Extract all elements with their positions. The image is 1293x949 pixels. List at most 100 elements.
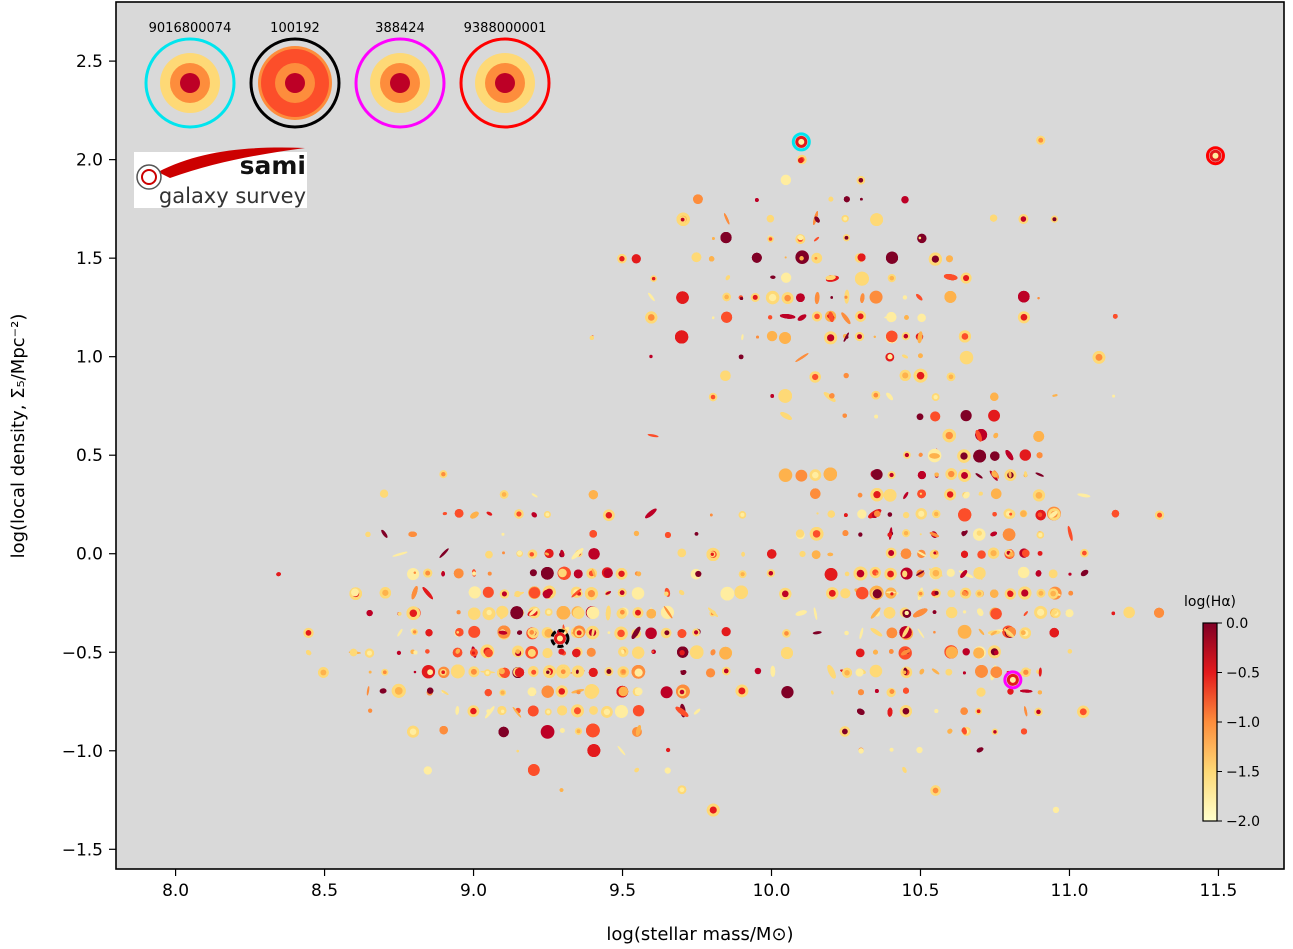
galaxy-point xyxy=(1080,569,1089,577)
galaxy-point-core xyxy=(857,313,864,320)
galaxy-point-core xyxy=(605,512,613,519)
colorbar-tick-label: −0.5 xyxy=(1226,666,1260,682)
galaxy-point xyxy=(917,233,927,244)
galaxy-point xyxy=(816,512,819,515)
galaxy-point-core xyxy=(603,708,611,716)
galaxy-point-core xyxy=(587,688,596,696)
galaxy-point xyxy=(468,586,481,599)
galaxy-point xyxy=(1019,689,1033,693)
galaxy-point xyxy=(904,611,909,615)
galaxy-point xyxy=(591,626,595,638)
colorbar-tick-label: −1.0 xyxy=(1226,715,1260,731)
galaxy-point-core xyxy=(949,591,954,596)
galaxy-point xyxy=(1037,296,1040,300)
galaxy-point-core xyxy=(305,630,312,636)
galaxy-point-core xyxy=(499,608,506,616)
galaxy-point-core xyxy=(844,235,849,240)
galaxy-point xyxy=(860,293,865,303)
galaxy-point xyxy=(902,354,909,359)
galaxy-point xyxy=(498,668,505,675)
galaxy-point xyxy=(992,215,997,221)
galaxy-point xyxy=(588,667,598,677)
galaxy-point xyxy=(990,608,1002,620)
galaxy-point xyxy=(572,648,581,658)
galaxy-point xyxy=(902,626,910,638)
galaxy-point xyxy=(871,469,883,480)
galaxy-point-core xyxy=(752,294,758,300)
highlight-galaxy-core xyxy=(556,635,563,642)
galaxy-point xyxy=(576,690,581,695)
galaxy-point-core xyxy=(501,492,507,497)
galaxy-point-core xyxy=(1038,532,1043,537)
galaxy-point xyxy=(843,513,848,517)
galaxy-point xyxy=(1049,627,1059,638)
galaxy-point-core xyxy=(888,550,895,556)
colorbar-tick-label: 0.0 xyxy=(1226,616,1248,632)
galaxy-point xyxy=(607,631,611,634)
galaxy-point xyxy=(797,314,807,321)
galaxy-point xyxy=(1049,510,1058,518)
galaxy-point-core xyxy=(606,669,612,674)
galaxy-point-core xyxy=(573,707,581,715)
galaxy-point-core xyxy=(889,472,894,478)
galaxy-point xyxy=(515,649,520,654)
galaxy-point xyxy=(621,669,626,674)
galaxy-point xyxy=(1023,611,1028,616)
galaxy-point-core xyxy=(873,491,881,499)
galaxy-point xyxy=(529,608,538,616)
galaxy-point xyxy=(1020,510,1027,517)
galaxy-point xyxy=(945,668,953,676)
galaxy-point xyxy=(796,293,805,302)
galaxy-point xyxy=(427,669,434,676)
galaxy-point xyxy=(408,531,417,537)
galaxy-point xyxy=(917,551,927,557)
galaxy-point xyxy=(366,609,373,617)
galaxy-point-core xyxy=(873,216,881,224)
galaxy-point xyxy=(441,571,445,577)
galaxy-point xyxy=(542,589,552,599)
galaxy-point-core xyxy=(1037,608,1045,616)
galaxy-point-core xyxy=(768,293,777,302)
galaxy-point-core xyxy=(382,589,389,596)
galaxy-point xyxy=(636,571,642,577)
galaxy-point xyxy=(858,532,863,537)
galaxy-point xyxy=(455,706,460,715)
highlight-galaxy-core xyxy=(1212,152,1219,159)
galaxy-point xyxy=(770,394,775,398)
galaxy-point xyxy=(531,512,538,518)
galaxy-point xyxy=(889,689,895,694)
galaxy-point xyxy=(1111,509,1120,518)
galaxy-point xyxy=(634,687,643,696)
galaxy-point-core xyxy=(856,569,865,578)
galaxy-point-core xyxy=(664,630,670,636)
galaxy-point xyxy=(957,624,972,639)
galaxy-point xyxy=(869,290,883,304)
galaxy-point xyxy=(587,744,601,757)
galaxy-point xyxy=(427,687,434,694)
galaxy-point xyxy=(485,706,495,719)
galaxy-point xyxy=(873,510,881,517)
galaxy-point-core xyxy=(932,569,940,577)
galaxy-point-core xyxy=(619,590,625,596)
galaxy-point xyxy=(720,586,735,601)
galaxy-point xyxy=(931,668,940,675)
galaxy-point-core xyxy=(531,669,537,675)
galaxy-point xyxy=(958,508,972,522)
galaxy-point xyxy=(795,529,805,538)
galaxy-point-core xyxy=(587,590,596,598)
galaxy-point-core xyxy=(1082,550,1087,556)
galaxy-point xyxy=(527,705,539,717)
logo-word: sami xyxy=(240,151,306,180)
galaxy-point xyxy=(960,570,968,578)
colorbar: log(Hα) 0.0 −0.5 −1.0 −1.5 −2.0 xyxy=(1184,594,1260,830)
logo-tagline: galaxy survey xyxy=(159,184,306,208)
galaxy-point-core xyxy=(933,394,938,400)
galaxy-point xyxy=(797,235,804,241)
inset-100192: 100192 xyxy=(249,21,341,129)
galaxy-point xyxy=(779,332,791,344)
galaxy-point xyxy=(528,587,541,599)
galaxy-point-core xyxy=(441,471,446,477)
galaxy-point xyxy=(754,198,759,202)
galaxy-point xyxy=(1009,552,1014,557)
galaxy-point-core xyxy=(828,589,836,597)
